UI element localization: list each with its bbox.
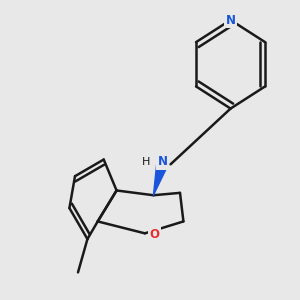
Text: O: O	[149, 228, 159, 241]
Text: N: N	[158, 155, 168, 168]
Text: H: H	[142, 157, 150, 167]
Polygon shape	[153, 160, 169, 195]
Text: N: N	[226, 14, 236, 26]
